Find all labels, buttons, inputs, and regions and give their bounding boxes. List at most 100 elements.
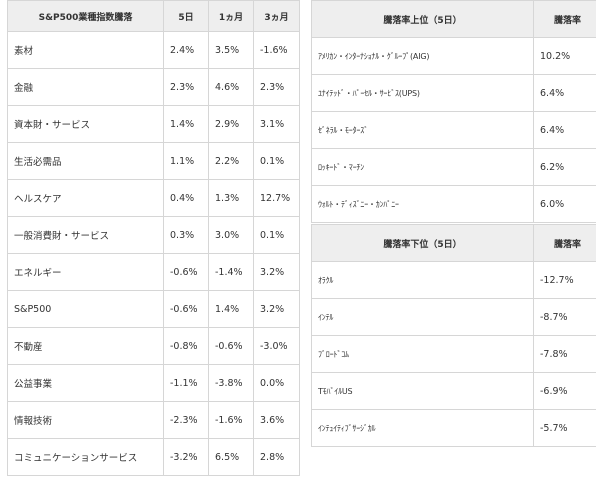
- table-row: ヘルスケア 0.4% 1.3% 12.7%: [7, 179, 300, 217]
- sector-3m-value: -3.0%: [253, 327, 300, 365]
- sector-name: 一般消費財・サービス: [7, 216, 164, 254]
- stock-name: ｲﾝﾃﾙ: [311, 298, 534, 336]
- sector-3m-value: 0.1%: [253, 142, 300, 180]
- sector-5d-value: -2.3%: [163, 401, 209, 439]
- sector-name: 公益事業: [7, 364, 164, 402]
- sector-1m-value: -1.4%: [208, 253, 254, 291]
- table-row: ｱﾒﾘｶﾝ・ｲﾝﾀｰﾅｼｮﾅﾙ・ｸﾞﾙｰﾌﾟ(AIG) 10.2%: [311, 37, 596, 75]
- sector-5d-value: 2.4%: [163, 31, 209, 69]
- sector-1m-value: 6.5%: [208, 438, 254, 476]
- bottom-table-header-row: 騰落率下位（5日） 騰落率: [311, 224, 596, 262]
- sector-name: 生活必需品: [7, 142, 164, 180]
- stock-name: ｳｫﾙﾄ・ﾃﾞｨｽﾞﾆｰ・ｶﾝﾊﾟﾆｰ: [311, 185, 534, 223]
- stock-rate: -7.8%: [533, 335, 596, 373]
- sector-1m-value: 3.0%: [208, 216, 254, 254]
- sector-table-header-5d: 5日: [163, 0, 209, 32]
- sector-5d-value: -0.6%: [163, 290, 209, 328]
- table-row: エネルギー -0.6% -1.4% 3.2%: [7, 253, 300, 291]
- table-row: ﾛｯｷｰﾄﾞ・ﾏｰﾁﾝ 6.2%: [311, 148, 596, 186]
- stock-name: ﾕﾅｲﾃｯﾄﾞ・ﾊﾟｰｾﾙ・ｻｰﾋﾞｽ(UPS): [311, 74, 534, 112]
- top-table-header-rate: 騰落率: [533, 0, 596, 38]
- stock-name: ﾌﾞﾛｰﾄﾞｺﾑ: [311, 335, 534, 373]
- sector-3m-value: 3.6%: [253, 401, 300, 439]
- table-row: 生活必需品 1.1% 2.2% 0.1%: [7, 142, 300, 180]
- sector-table-body: 素材 2.4% 3.5% -1.6% 金融 2.3% 4.6% 2.3% 資本財・サービス 1.4…: [7, 31, 300, 476]
- sector-3m-value: 12.7%: [253, 179, 300, 217]
- stock-name: ｱﾒﾘｶﾝ・ｲﾝﾀｰﾅｼｮﾅﾙ・ｸﾞﾙｰﾌﾟ(AIG): [311, 37, 534, 75]
- table-row: 資本財・サービス 1.4% 2.9% 3.1%: [7, 105, 300, 143]
- sector-name: 金融: [7, 68, 164, 106]
- stock-rate: -12.7%: [533, 261, 596, 299]
- sector-3m-value: 3.2%: [253, 253, 300, 291]
- sector-1m-value: 2.2%: [208, 142, 254, 180]
- sector-1m-value: -0.6%: [208, 327, 254, 365]
- sector-1m-value: 3.5%: [208, 31, 254, 69]
- table-row: 素材 2.4% 3.5% -1.6%: [7, 31, 300, 69]
- table-row: 不動産 -0.8% -0.6% -3.0%: [7, 327, 300, 365]
- top-table-header-name: 騰落率上位（5日）: [311, 0, 534, 38]
- table-row: 情報技術 -2.3% -1.6% 3.6%: [7, 401, 300, 439]
- stock-rate: -8.7%: [533, 298, 596, 336]
- bottom-table-body: ｵﾗｸﾙ -12.7% ｲﾝﾃﾙ -8.7% ﾌﾞﾛｰﾄﾞｺﾑ -7.8% TﾓﾊﾞｲﾙUS…: [311, 261, 596, 447]
- sector-3m-value: 2.3%: [253, 68, 300, 106]
- table-row: ｲﾝﾃｭｲﾃｨﾌﾞｻｰｼﾞｶﾙ -5.7%: [311, 409, 596, 447]
- sector-performance-table: S&P500業種指数騰落 5日 1ヵ月 3ヵ月 素材 2.4% 3.5% -1.6% 金…: [7, 0, 300, 476]
- stock-name: ｵﾗｸﾙ: [311, 261, 534, 299]
- table-row: ｲﾝﾃﾙ -8.7%: [311, 298, 596, 336]
- bottom-table-header-name: 騰落率下位（5日）: [311, 224, 534, 262]
- sector-5d-value: 0.4%: [163, 179, 209, 217]
- stock-rate: -5.7%: [533, 409, 596, 447]
- top-losers-table: 騰落率下位（5日） 騰落率 ｵﾗｸﾙ -12.7% ｲﾝﾃﾙ -8.7% ﾌﾞﾛｰﾄﾞｺ…: [311, 224, 596, 447]
- sector-3m-value: -1.6%: [253, 31, 300, 69]
- stock-rate: 6.4%: [533, 74, 596, 112]
- sector-1m-value: 4.6%: [208, 68, 254, 106]
- sector-3m-value: 0.1%: [253, 216, 300, 254]
- sector-5d-value: 2.3%: [163, 68, 209, 106]
- sector-name: S&P500: [7, 290, 164, 328]
- sector-table-header-name: S&P500業種指数騰落: [7, 0, 164, 32]
- sector-1m-value: 2.9%: [208, 105, 254, 143]
- table-row: ｾﾞﾈﾗﾙ・ﾓｰﾀｰｽﾞ 6.4%: [311, 111, 596, 149]
- top-gainers-table: 騰落率上位（5日） 騰落率 ｱﾒﾘｶﾝ・ｲﾝﾀｰﾅｼｮﾅﾙ・ｸﾞﾙｰﾌﾟ(AIG…: [311, 0, 596, 223]
- sector-name: 素材: [7, 31, 164, 69]
- stock-rate: 6.4%: [533, 111, 596, 149]
- table-row: ｵﾗｸﾙ -12.7%: [311, 261, 596, 299]
- sector-3m-value: 0.0%: [253, 364, 300, 402]
- table-row: 金融 2.3% 4.6% 2.3%: [7, 68, 300, 106]
- sector-3m-value: 2.8%: [253, 438, 300, 476]
- sector-name: ヘルスケア: [7, 179, 164, 217]
- sector-5d-value: -0.8%: [163, 327, 209, 365]
- sector-table-header-3m: 3ヵ月: [253, 0, 300, 32]
- stock-name: TﾓﾊﾞｲﾙUS: [311, 372, 534, 410]
- sector-1m-value: 1.4%: [208, 290, 254, 328]
- top-table-header-row: 騰落率上位（5日） 騰落率: [311, 0, 596, 38]
- table-row: コミュニケーションサービス -3.2% 6.5% 2.8%: [7, 438, 300, 476]
- sector-5d-value: -3.2%: [163, 438, 209, 476]
- stock-rate: -6.9%: [533, 372, 596, 410]
- sector-5d-value: 1.1%: [163, 142, 209, 180]
- table-row: ｳｫﾙﾄ・ﾃﾞｨｽﾞﾆｰ・ｶﾝﾊﾟﾆｰ 6.0%: [311, 185, 596, 223]
- stock-rate: 6.2%: [533, 148, 596, 186]
- sector-name: コミュニケーションサービス: [7, 438, 164, 476]
- table-row: 公益事業 -1.1% -3.8% 0.0%: [7, 364, 300, 402]
- sector-name: 資本財・サービス: [7, 105, 164, 143]
- table-row: S&P500 -0.6% 1.4% 3.2%: [7, 290, 300, 328]
- bottom-table-header-rate: 騰落率: [533, 224, 596, 262]
- sector-1m-value: -1.6%: [208, 401, 254, 439]
- top-table-body: ｱﾒﾘｶﾝ・ｲﾝﾀｰﾅｼｮﾅﾙ・ｸﾞﾙｰﾌﾟ(AIG) 10.2% ﾕﾅｲﾃｯﾄﾞ・…: [311, 37, 596, 223]
- sector-5d-value: 0.3%: [163, 216, 209, 254]
- stock-name: ｲﾝﾃｭｲﾃｨﾌﾞｻｰｼﾞｶﾙ: [311, 409, 534, 447]
- sector-table-header-1m: 1ヵ月: [208, 0, 254, 32]
- table-row: ﾌﾞﾛｰﾄﾞｺﾑ -7.8%: [311, 335, 596, 373]
- sector-name: 情報技術: [7, 401, 164, 439]
- sector-1m-value: 1.3%: [208, 179, 254, 217]
- sector-1m-value: -3.8%: [208, 364, 254, 402]
- stock-name: ﾛｯｷｰﾄﾞ・ﾏｰﾁﾝ: [311, 148, 534, 186]
- table-row: ﾕﾅｲﾃｯﾄﾞ・ﾊﾟｰｾﾙ・ｻｰﾋﾞｽ(UPS) 6.4%: [311, 74, 596, 112]
- stock-name: ｾﾞﾈﾗﾙ・ﾓｰﾀｰｽﾞ: [311, 111, 534, 149]
- sector-5d-value: -1.1%: [163, 364, 209, 402]
- sector-table-header-row: S&P500業種指数騰落 5日 1ヵ月 3ヵ月: [7, 0, 300, 32]
- table-row: 一般消費財・サービス 0.3% 3.0% 0.1%: [7, 216, 300, 254]
- stock-rate: 6.0%: [533, 185, 596, 223]
- stock-rate: 10.2%: [533, 37, 596, 75]
